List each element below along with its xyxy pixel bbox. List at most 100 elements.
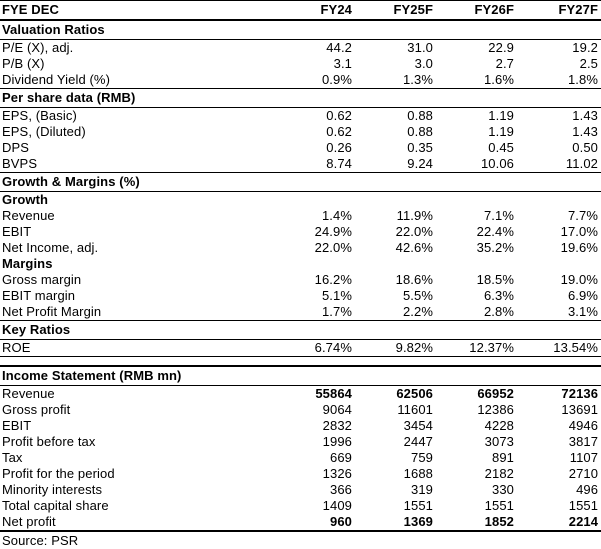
row-label: Gross profit — [2, 402, 71, 417]
table-row: DPS 0.26 0.35 0.45 0.50 — [0, 140, 601, 156]
cell-value: 3.1 — [333, 56, 352, 71]
cell-value: 0.88 — [407, 124, 433, 139]
section-title: Per share data (RMB) — [0, 88, 601, 108]
table-row: Net Income, adj. 22.0% 42.6% 35.2% 19.6% — [0, 240, 601, 256]
cell-value: 3073 — [484, 434, 514, 449]
cell-value: 22.4% — [476, 224, 514, 239]
cell-value: 0.62 — [326, 124, 352, 139]
cell-value: 66952 — [477, 386, 514, 401]
section-title: Growth & Margins (%) — [0, 172, 601, 192]
table-row: BVPS 8.74 9.24 10.06 11.02 — [0, 156, 601, 173]
cell-value: 1.43 — [572, 124, 598, 139]
cell-value: 24.9% — [314, 224, 352, 239]
cell-value: 3454 — [403, 418, 433, 433]
cell-value: 19.0% — [560, 272, 598, 287]
subsection-header-row: Margins — [0, 256, 601, 272]
cell-value: 1409 — [322, 498, 352, 513]
cell-value: 4946 — [568, 418, 599, 433]
row-label: Net profit — [0, 514, 271, 532]
cell-value: 19.2 — [572, 40, 598, 55]
cell-value: 2214 — [514, 514, 601, 532]
row-label: Dividend Yield (%) — [2, 72, 111, 87]
cell-value: 16.2% — [314, 272, 352, 287]
cell-value: 2.5 — [579, 56, 598, 71]
cell-value: 9.82% — [395, 340, 433, 355]
table-row: EPS, (Diluted) 0.62 0.88 1.19 1.43 — [0, 124, 601, 140]
table-row: Profit before tax 1996 2447 3073 3817 — [0, 434, 601, 450]
cell-value: 5.5% — [402, 288, 433, 303]
cell-value: 669 — [330, 450, 352, 465]
cell-value: 2182 — [484, 466, 514, 481]
cell-value: 1.43 — [572, 108, 598, 123]
cell-value: 12386 — [477, 402, 514, 417]
cell-value: 42.6% — [395, 240, 433, 255]
financial-ratios-table: FYE DEC FY24 FY25F FY26F FY27F Valuation… — [0, 0, 601, 357]
cell-value: 3.1% — [567, 304, 598, 319]
table-row: EPS, (Basic) 0.62 0.88 1.19 1.43 — [0, 108, 601, 125]
cell-value: 3817 — [568, 434, 599, 449]
cell-value: 18.6% — [395, 272, 433, 287]
cell-value: 1.4% — [321, 208, 352, 223]
cell-value: 1.8% — [567, 72, 598, 87]
cell-value: 11.02 — [565, 156, 598, 171]
cell-value: 6.3% — [483, 288, 514, 303]
subsection-header-row: Growth — [0, 192, 601, 209]
table-row: Gross margin 16.2% 18.6% 18.5% 19.0% — [0, 272, 601, 288]
cell-value: 44.2 — [326, 40, 352, 55]
cell-value: 22.0% — [395, 224, 433, 239]
table-header-row: FYE DEC FY24 FY25F FY26F FY27F — [0, 0, 601, 21]
table-row: Total capital share 1409 1551 1551 1551 — [0, 498, 601, 514]
table-row: P/B (X) 3.1 3.0 2.7 2.5 — [0, 56, 601, 72]
subsection-title: Margins — [2, 256, 53, 271]
cell-value: 1551 — [403, 498, 433, 513]
cell-value: 19.6% — [560, 240, 598, 255]
section-title: Income Statement (RMB mn) — [0, 366, 601, 386]
section-header-row: Income Statement (RMB mn) — [0, 366, 601, 386]
row-label: Net Profit Margin — [2, 304, 102, 319]
cell-value: 0.35 — [407, 140, 433, 155]
row-label: Revenue — [2, 208, 55, 223]
cell-value: 319 — [411, 482, 433, 497]
cell-value: 8.74 — [326, 156, 352, 171]
col-header-fy26f: FY26F — [433, 0, 514, 21]
cell-value: 2710 — [568, 466, 599, 481]
cell-value: 55864 — [315, 386, 352, 401]
row-label: Minority interests — [2, 482, 103, 497]
cell-value: 1.19 — [488, 108, 514, 123]
cell-value: 759 — [411, 450, 433, 465]
table-row: EBIT margin 5.1% 5.5% 6.3% 6.9% — [0, 288, 601, 304]
section-header-row: Per share data (RMB) — [0, 88, 601, 108]
row-label: BVPS — [2, 156, 38, 171]
cell-value: 22.0% — [314, 240, 352, 255]
table-row: Gross profit 9064 11601 12386 13691 — [0, 402, 601, 418]
section-title: Key Ratios — [0, 320, 601, 340]
cell-value: 5.1% — [321, 288, 352, 303]
cell-value: 18.5% — [476, 272, 514, 287]
cell-value: 1996 — [322, 434, 352, 449]
cell-value: 1.7% — [321, 304, 352, 319]
row-label: P/E (X), adj. — [2, 40, 74, 55]
table-row: Net profit 960 1369 1852 2214 — [0, 514, 601, 532]
table-row: Revenue 55864 62506 66952 72136 — [0, 386, 601, 403]
cell-value: 2832 — [322, 418, 352, 433]
subsection-title: Growth — [2, 192, 49, 207]
row-label: ROE — [2, 340, 31, 355]
row-label: EPS, (Basic) — [2, 108, 77, 123]
table-row: Net Profit Margin 1.7% 2.2% 2.8% 3.1% — [0, 304, 601, 321]
table-row: EBIT 2832 3454 4228 4946 — [0, 418, 601, 434]
cell-value: 1551 — [484, 498, 514, 513]
table-row: Revenue 1.4% 11.9% 7.1% 7.7% — [0, 208, 601, 224]
cell-value: 7.7% — [567, 208, 598, 223]
cell-value: 1.6% — [483, 72, 514, 87]
col-header-fy27f: FY27F — [514, 0, 601, 21]
table-row: Minority interests 366 319 330 496 — [0, 482, 601, 498]
row-label: EBIT — [2, 418, 32, 433]
cell-value: 12.37% — [469, 340, 514, 355]
col-header-fy24: FY24 — [271, 0, 352, 21]
cell-value: 496 — [576, 482, 599, 497]
cell-value: 0.45 — [488, 140, 514, 155]
cell-value: 1326 — [322, 466, 352, 481]
table-row: EBIT 24.9% 22.0% 22.4% 17.0% — [0, 224, 601, 240]
table-row: Profit for the period 1326 1688 2182 2710 — [0, 466, 601, 482]
